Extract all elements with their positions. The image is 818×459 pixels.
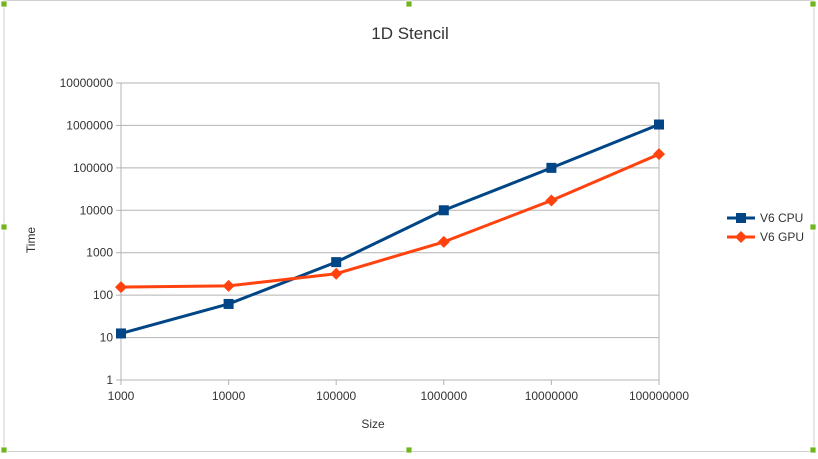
data-point [331,257,342,268]
data-point [116,328,126,339]
y-tick-label: 1 [106,373,113,387]
data-point [437,235,450,248]
series-v6-cpu [116,119,664,339]
data-point [438,205,449,216]
y-tick-label: 1000000 [66,118,113,132]
resize-handle [405,446,413,454]
legend-marker [736,213,746,223]
axes: 1 10 100 1000 10000 100000 1000000 10000000 1000… [60,76,690,403]
y-tick-label: 100 [93,288,113,302]
x-tick-label: 1000000 [420,389,467,403]
legend: V6 CPU V6 GPU [727,211,804,244]
legend-item: V6 GPU [727,230,804,244]
data-point [330,267,343,280]
x-tick-label: 100000 [316,389,356,403]
resize-handle [0,446,8,454]
x-tick-label: 100000000 [629,389,689,403]
x-tick-label: 10000 [212,389,246,403]
y-tick-label: 10000000 [60,76,114,90]
y-tick-label: 10000 [80,203,114,217]
data-point [115,281,127,294]
y-tick-label: 10 [100,331,114,345]
y-axis-title: Time [24,227,38,254]
series-layer [115,119,665,339]
data-point [222,279,235,292]
x-tick-label: 10000000 [525,389,579,403]
legend-label: V6 GPU [760,230,804,244]
data-point [654,119,664,130]
data-point [653,148,665,161]
series-line [120,123,660,335]
resize-handle [405,0,413,8]
x-axis-title: Size [361,417,385,431]
chart-title: 1D Stencil [371,24,448,43]
legend-label: V6 CPU [760,211,803,225]
data-point [223,298,234,309]
data-point [546,162,557,173]
data-point [545,194,558,207]
x-tick-label: 1000 [108,389,135,403]
gridlines [121,82,659,381]
legend-item: V6 CPU [727,211,803,225]
resize-handle [809,223,817,231]
series-v6-gpu [115,148,665,294]
resize-handle [809,446,817,454]
resize-handle [0,223,8,231]
y-tick-label: 100000 [73,161,113,175]
series-line [120,152,660,289]
y-tick-label: 1000 [86,246,113,260]
resize-handle [0,0,8,8]
legend-marker [735,231,747,243]
resize-handle [809,0,817,8]
